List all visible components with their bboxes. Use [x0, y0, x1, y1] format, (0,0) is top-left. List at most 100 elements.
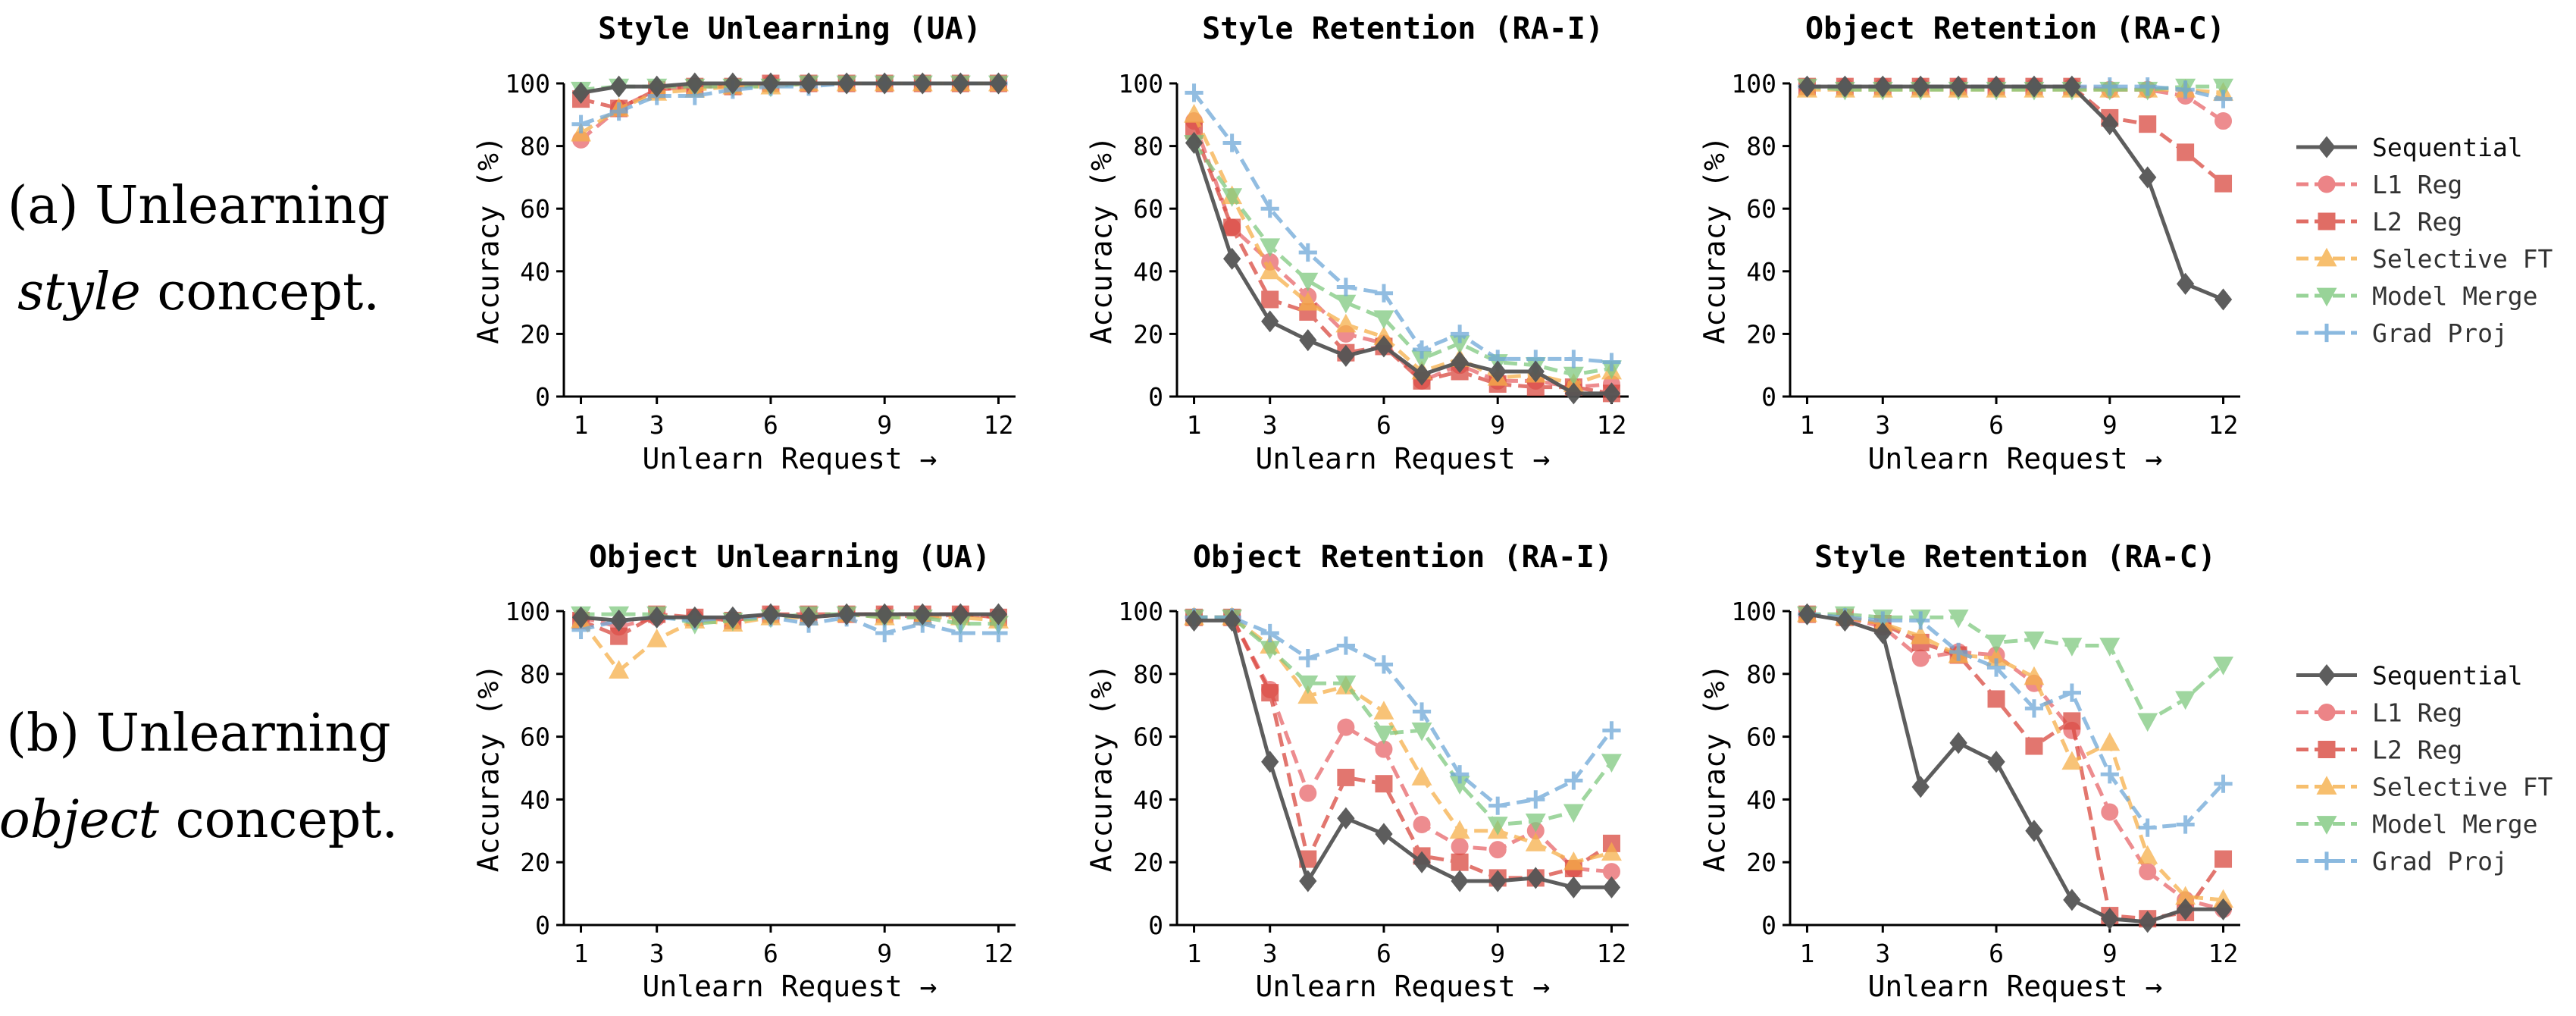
x-tick-label: 6	[763, 410, 778, 440]
data-point	[913, 603, 931, 626]
x-tick-label: 1	[1800, 939, 1815, 968]
data-point	[837, 603, 856, 626]
data-point	[1449, 820, 1470, 839]
data-point	[2101, 908, 2119, 930]
data-point	[1299, 870, 1317, 892]
data-point	[724, 72, 742, 95]
data-point	[1299, 784, 1317, 802]
data-point	[1563, 851, 1584, 870]
data-point	[1261, 684, 1279, 702]
data-point	[2214, 898, 2233, 920]
series-l2-reg	[572, 605, 1007, 645]
data-point	[1488, 841, 1507, 859]
data-point	[2175, 691, 2196, 710]
legend-marker-icon	[2316, 816, 2337, 835]
y-tick-label: 100	[1731, 597, 1776, 626]
y-tick-label: 100	[505, 69, 550, 99]
x-tick-label: 12	[2208, 939, 2239, 968]
x-tick-label: 3	[649, 410, 665, 440]
data-point	[913, 72, 931, 95]
data-point	[1413, 851, 1431, 873]
data-point	[1601, 754, 1622, 773]
legend-label: Grad Proj	[2372, 318, 2508, 348]
data-point	[1873, 75, 1892, 98]
data-point	[1373, 701, 1394, 720]
series-line	[1807, 84, 2224, 302]
data-point	[1298, 243, 1317, 262]
x-axis-label: Unlearn Request →	[643, 442, 937, 475]
data-point	[2063, 712, 2081, 730]
legend-marker-icon	[2317, 323, 2337, 343]
y-tick-label: 80	[1133, 132, 1163, 161]
legend-marker-icon	[2318, 663, 2336, 687]
series-model-merge	[1184, 609, 1622, 836]
data-point	[1375, 335, 1393, 358]
data-point	[1602, 721, 1621, 740]
y-axis-label: Accuracy (%)	[1698, 136, 1731, 344]
y-tick-label: 80	[1133, 660, 1163, 689]
chart-title: Style Retention (RA-I)	[1202, 11, 1604, 46]
data-point	[1488, 870, 1507, 892]
data-point	[1836, 75, 1855, 98]
legend-label: Selective FT	[2372, 244, 2553, 274]
data-point	[1987, 690, 2005, 708]
data-point	[2063, 889, 2081, 911]
series-line	[580, 81, 999, 136]
x-tick-label: 3	[1875, 410, 1890, 440]
data-point	[2176, 80, 2195, 99]
data-point	[1948, 609, 1969, 629]
data-point	[609, 75, 628, 98]
series-line	[1192, 142, 1612, 377]
series-model-merge	[1184, 135, 1622, 386]
legend-marker-icon	[2318, 741, 2336, 758]
data-point	[1337, 807, 1355, 829]
x-tick-label: 3	[1263, 410, 1278, 440]
data-point	[1798, 75, 1817, 98]
data-point	[1488, 796, 1507, 815]
data-point	[1260, 260, 1281, 280]
data-point	[875, 72, 894, 95]
legend-label: Selective FT	[2372, 773, 2553, 802]
x-tick-label: 3	[649, 939, 665, 968]
data-point	[1222, 609, 1241, 632]
data-point	[1798, 603, 1817, 626]
legend-marker-icon	[2316, 776, 2337, 795]
y-tick-label: 60	[520, 723, 550, 752]
x-tick-label: 12	[984, 410, 1014, 440]
x-tick-label: 9	[2102, 939, 2117, 968]
x-tick-label: 6	[1376, 939, 1391, 968]
data-point	[686, 606, 704, 629]
legend: Sequential L1 Reg L2 Reg Selective FT Model …	[2296, 661, 2553, 876]
y-axis-label: Accuracy (%)	[1698, 664, 1731, 873]
series-l2-reg	[1798, 77, 2233, 193]
data-point	[1184, 104, 1205, 123]
x-tick-label: 6	[763, 939, 778, 968]
data-point	[1185, 131, 1203, 155]
data-point	[989, 603, 1008, 626]
data-point	[1222, 133, 1241, 152]
data-point	[989, 72, 1008, 95]
data-point	[1451, 325, 1470, 343]
data-point	[2139, 911, 2157, 933]
legend-label: Model Merge	[2372, 810, 2538, 839]
data-point	[2025, 75, 2043, 98]
data-point	[2063, 75, 2081, 98]
chart-title: Object Retention (RA-I)	[1193, 540, 1613, 575]
data-point	[2137, 713, 2158, 732]
legend-item: L2 Reg	[2296, 735, 2462, 765]
data-point	[1602, 382, 1621, 405]
data-point	[1602, 876, 1621, 898]
series-sequential	[571, 72, 1008, 104]
data-point	[1836, 609, 1855, 632]
x-tick-label: 6	[1989, 939, 2004, 968]
data-point	[2138, 77, 2157, 96]
series-l2-reg	[572, 74, 1007, 118]
data-point	[1373, 310, 1394, 329]
y-axis-label: Accuracy (%)	[1085, 664, 1118, 873]
data-point	[2214, 850, 2233, 868]
legend-label: L1 Reg	[2372, 170, 2462, 199]
y-tick-label: 40	[1133, 785, 1163, 814]
y-tick-label: 40	[1746, 257, 1776, 287]
data-point	[1261, 751, 1279, 773]
